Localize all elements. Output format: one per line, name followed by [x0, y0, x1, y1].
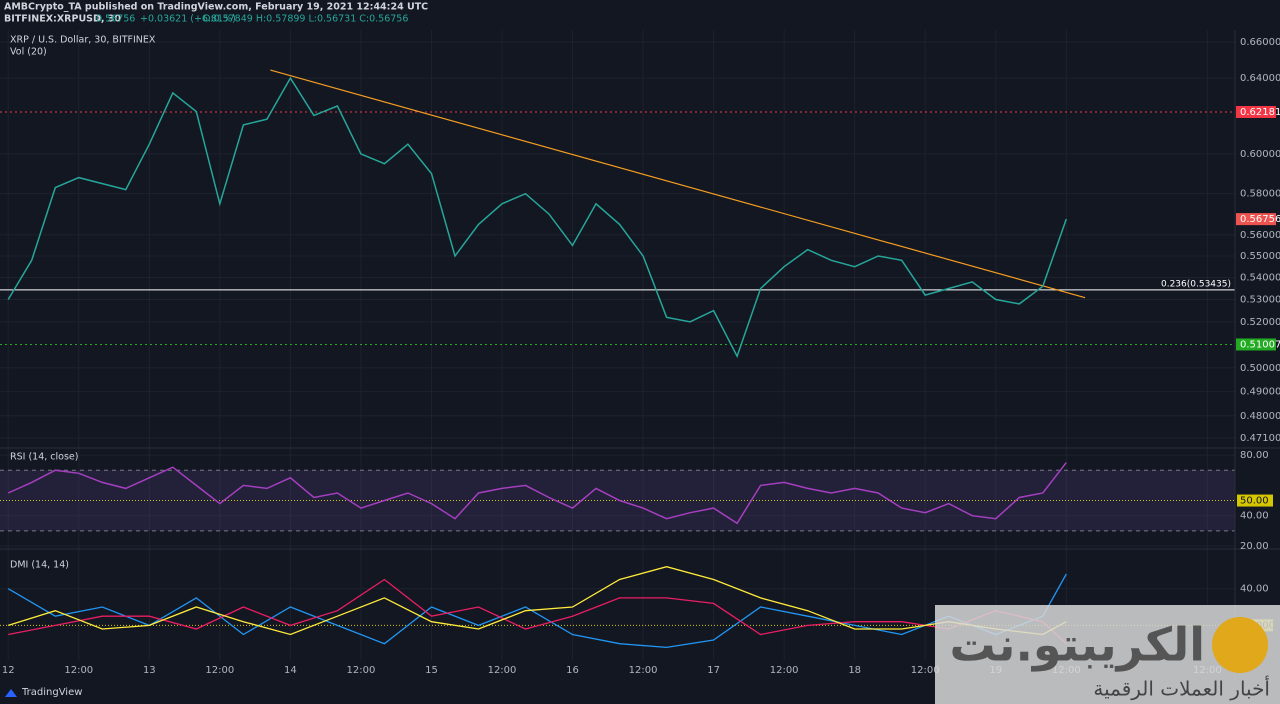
axes: 12 12:00 13 12:00 14 12:00 15 12:00 16 12:00 17 12:… [2, 37, 1280, 676]
y-tick-label: 0.47100 [1240, 433, 1280, 444]
level-label: 0.236(0.53435) [1161, 279, 1231, 289]
level-value: 0.51007 [1240, 339, 1280, 350]
series-line [8, 566, 1067, 636]
change: +0.03621 (+6.81%) [140, 14, 236, 25]
y-tick-label: 40.00 [1240, 511, 1269, 522]
watermark: الكريبتو.نت أخبار العملات الرقمية [935, 605, 1280, 704]
watermark-tagline: أخبار العملات الرقمية [1093, 676, 1270, 701]
x-tick-label: 12:00 [629, 665, 658, 676]
pane-title: RSI (14, close) [10, 452, 78, 463]
y-tick-label: 0.58000 [1240, 189, 1280, 200]
x-tick-label: 16 [566, 665, 579, 676]
last-price-box [1236, 213, 1276, 226]
marks [0, 69, 1235, 649]
y-tick-label: 0.55000 [1240, 251, 1280, 262]
x-tick-label: 13 [143, 665, 156, 676]
pane-subtitle: Vol (20) [10, 47, 47, 58]
price: 0.56756 [96, 14, 135, 25]
rsi-band [0, 470, 1235, 531]
y-tick-label: 0.49000 [1240, 387, 1280, 398]
level-value: 0.62181 [1240, 107, 1280, 118]
brand[interactable]: TradingView [21, 687, 82, 698]
y-tick-label: 80.00 [1240, 450, 1269, 461]
y-tick-label: 0.60000 [1240, 149, 1280, 160]
baseline-box [1237, 494, 1273, 507]
level-box [1236, 338, 1276, 351]
pane-title: DMI (14, 14) [10, 560, 69, 571]
series-line [8, 578, 1067, 645]
x-tick-label: 12:00 [64, 665, 93, 676]
x-tick-label: 14 [284, 665, 297, 676]
grid [0, 30, 1235, 660]
publisher: AMBCrypto_TA published on TradingView.co… [4, 2, 428, 13]
level-box [1236, 105, 1276, 118]
x-tick-label: 12:00 [488, 665, 517, 676]
x-tick-label: 17 [707, 665, 720, 676]
y-tick-label: 0.54000 [1240, 273, 1280, 284]
y-tick-label: 0.52000 [1240, 317, 1280, 328]
y-tick-label: 0.64000 [1240, 73, 1280, 84]
logo [5, 689, 17, 697]
x-tick-label: 12:00 [911, 665, 940, 676]
y-tick-label: 0.48000 [1240, 411, 1280, 422]
watermark-name: الكريبتو.نت [949, 618, 1205, 672]
y-tick-label: 20.00 [1240, 541, 1269, 552]
watermark-coin [1212, 617, 1268, 673]
x-tick-label: 18 [848, 665, 861, 676]
trendline [270, 69, 1086, 299]
y-tick-label: 0.66000 [1240, 37, 1280, 48]
x-tick-label: 12:00 [205, 665, 234, 676]
y-tick-label: 40.00 [1240, 584, 1269, 595]
y-tick-label: 0.53000 [1240, 294, 1280, 305]
x-tick-label: 15 [425, 665, 438, 676]
pane-title: XRP / U.S. Dollar, 30, BITFINEX [10, 35, 156, 46]
x-tick-label: 12:00 [770, 665, 799, 676]
y-tick-label: 0.56000 [1240, 230, 1280, 241]
last-price-label: 0.56756 [1240, 214, 1280, 225]
baseline-label: 50.00 [1240, 496, 1269, 507]
series-line [7, 462, 1067, 525]
series-line [7, 76, 1068, 359]
x-tick-label: 12 [2, 665, 15, 676]
y-tick-label: 0.50000 [1240, 363, 1280, 374]
symbol: BITFINEX:XRPUSD, 30 [4, 14, 121, 25]
x-tick-label: 12:00 [347, 665, 376, 676]
ohlc: O:0.57849 H:0.57899 L:0.56731 C:0.56756 [203, 14, 408, 25]
series-line [7, 573, 1067, 649]
